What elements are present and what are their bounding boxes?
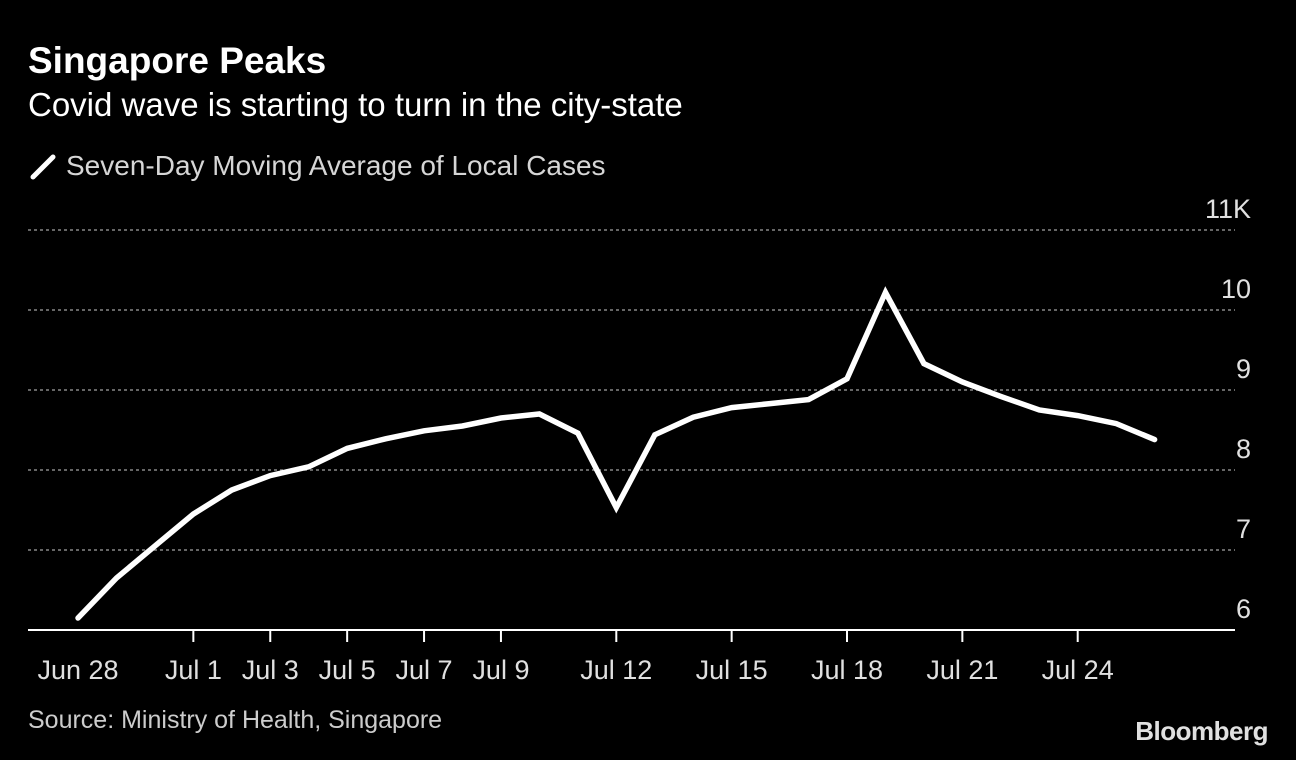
data-point	[883, 290, 888, 295]
data-point	[729, 405, 734, 410]
data-point	[575, 431, 580, 436]
bloomberg-logo: Bloomberg	[1135, 716, 1268, 746]
legend-label: Seven-Day Moving Average of Local Cases	[66, 150, 606, 181]
y-tick-label: 11K	[1205, 194, 1251, 224]
data-point	[152, 544, 157, 549]
data-point	[229, 488, 234, 493]
data-point	[998, 394, 1003, 399]
data-point	[498, 416, 503, 421]
x-tick-label: Jul 18	[811, 655, 883, 685]
chart-title: Singapore Peaks	[28, 40, 327, 81]
data-point	[614, 505, 619, 510]
source-note: Source: Ministry of Health, Singapore	[28, 706, 443, 734]
data-point	[960, 380, 965, 385]
data-point	[691, 415, 696, 420]
data-point	[1037, 408, 1042, 413]
x-tick-label: Jul 5	[319, 655, 376, 685]
data-point	[1152, 437, 1157, 442]
data-point	[191, 512, 196, 517]
data-point	[114, 576, 119, 581]
data-point	[76, 616, 81, 621]
data-point	[921, 361, 926, 366]
legend: Seven-Day Moving Average of Local Cases	[28, 150, 606, 182]
x-tick-label: Jul 1	[165, 655, 222, 685]
data-point	[652, 432, 657, 437]
x-tick-label: Jul 7	[396, 655, 453, 685]
x-tick-label: Jul 15	[696, 655, 768, 685]
y-tick-label: 7	[1236, 514, 1251, 544]
x-tick-label: Jul 9	[472, 655, 529, 685]
legend-line-icon	[28, 151, 58, 181]
series-line	[75, 286, 1158, 621]
data-point	[460, 424, 465, 429]
x-tick-label: Jul 21	[926, 655, 998, 685]
x-tick-label: Jul 24	[1042, 655, 1114, 685]
data-point	[383, 436, 388, 441]
data-point	[345, 446, 350, 451]
data-point	[422, 428, 427, 433]
data-point	[537, 412, 542, 417]
y-tick-label: 6	[1236, 594, 1251, 624]
data-point	[768, 401, 773, 406]
y-tick-label: 9	[1236, 354, 1251, 384]
y-tick-label: 10	[1221, 274, 1251, 304]
data-point	[268, 473, 273, 478]
data-point	[806, 397, 811, 402]
data-point	[1075, 413, 1080, 418]
data-point	[845, 376, 850, 381]
x-tick-label: Jul 12	[580, 655, 652, 685]
y-tick-label: 8	[1236, 434, 1251, 464]
data-point	[306, 464, 311, 469]
chart-subtitle: Covid wave is starting to turn in the ci…	[28, 86, 683, 123]
x-tick-label: Jul 3	[242, 655, 299, 685]
x-tick-label: Jun 28	[37, 655, 118, 685]
data-point	[1114, 421, 1119, 426]
